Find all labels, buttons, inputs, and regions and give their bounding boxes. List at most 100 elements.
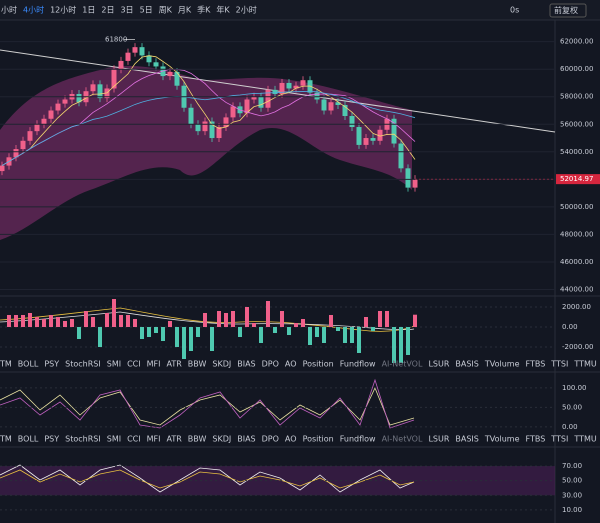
interval-button[interactable]: 2日	[101, 6, 114, 15]
indicator-tab[interactable]: PSY	[44, 360, 59, 369]
macd-bar	[371, 327, 375, 331]
indicator-tab[interactable]: DPO	[262, 360, 279, 369]
indicator-tab[interactable]: StochRSI	[65, 360, 101, 369]
indicator-tab[interactable]: MFI	[147, 435, 161, 444]
macd-bar	[322, 327, 326, 343]
indicator-tab[interactable]: PSY	[44, 435, 59, 444]
price-tick-label: 62000.00	[560, 38, 593, 46]
candle	[251, 96, 257, 100]
macd-bar	[231, 311, 235, 327]
indicator-tab[interactable]: SMI	[107, 435, 121, 444]
indicator-tab[interactable]: SKDJ	[212, 435, 231, 444]
macd-bar	[98, 327, 102, 347]
macd-bar	[406, 327, 410, 355]
indicator-tab[interactable]: Position	[303, 360, 334, 369]
indicator-tab[interactable]: TM	[0, 360, 12, 369]
candle	[132, 47, 138, 53]
price-tick-label: 44000.00	[560, 285, 593, 293]
indicator-tab[interactable]: SKDJ	[212, 360, 231, 369]
indicator-tab[interactable]: BOLL	[18, 360, 39, 369]
indicator-tab[interactable]: BOLL	[18, 435, 39, 444]
macd-bar	[84, 311, 88, 327]
indicator-tab[interactable]: StochRSI	[65, 435, 101, 444]
panel-tick-label: 50.00	[562, 403, 582, 411]
macd-bar	[140, 327, 144, 339]
indicator-tab[interactable]: TM	[0, 435, 12, 444]
macd-bar	[133, 319, 137, 327]
price-tick-label: 46000.00	[560, 258, 593, 266]
indicator-tab[interactable]: AI-NetVOL	[382, 435, 423, 444]
candle	[314, 92, 320, 100]
adjust-box[interactable]	[549, 3, 587, 18]
interval-button[interactable]: 4小时	[23, 5, 44, 15]
indicator-tab[interactable]: BASIS	[455, 360, 478, 369]
indicator-tab[interactable]: BIAS	[237, 360, 255, 369]
interval-button[interactable]: 1日	[82, 6, 95, 15]
adjust-label[interactable]: 前复权	[554, 5, 578, 15]
indicator-tab[interactable]: MFI	[147, 360, 161, 369]
high-annotation: 61800	[105, 35, 127, 43]
candle	[349, 116, 355, 128]
candle	[377, 129, 383, 141]
indicator-tab[interactable]: BBW	[188, 435, 207, 444]
macd-line	[0, 307, 415, 332]
candle	[412, 179, 418, 188]
candle	[167, 71, 173, 77]
indicator-tab[interactable]: AO	[285, 360, 297, 369]
interval-button[interactable]: 5日	[140, 6, 153, 15]
indicator-tab[interactable]: ATR	[166, 360, 182, 369]
interval-button[interactable]: 3日	[120, 6, 133, 15]
indicator-tab[interactable]: BBW	[188, 360, 207, 369]
indicator-tab[interactable]: CCI	[127, 360, 141, 369]
candle	[230, 106, 236, 118]
macd-bar	[63, 321, 67, 327]
interval-button[interactable]: 2小时	[236, 5, 257, 15]
macd-bar	[49, 315, 53, 327]
macd-bar	[224, 313, 228, 327]
indicator-tab[interactable]: TTMU	[573, 360, 597, 369]
interval-button[interactable]: 周K	[159, 6, 173, 15]
macd-bar	[147, 327, 151, 337]
indicator-tab[interactable]: TVolume	[484, 360, 520, 369]
panel-tick-label: 50.00	[562, 477, 582, 485]
indicator-tab[interactable]: AO	[285, 435, 297, 444]
osc-line-2	[0, 378, 415, 429]
macd-bar	[182, 327, 186, 359]
indicator-tab[interactable]: LSUR	[428, 435, 449, 444]
indicator-tab[interactable]: CCI	[127, 435, 141, 444]
indicator-tab[interactable]: Position	[303, 435, 334, 444]
indicator-tab[interactable]: AI-NetVOL	[382, 360, 423, 369]
refresh-label[interactable]: 0s	[510, 6, 519, 15]
indicator-tab[interactable]: TTMU	[573, 435, 597, 444]
toolbar	[0, 0, 600, 20]
indicator-tab[interactable]: DPO	[262, 435, 279, 444]
candle	[13, 149, 19, 158]
indicator-tab[interactable]: BIAS	[237, 435, 255, 444]
indicator-tab[interactable]: Fundflow	[340, 435, 376, 444]
interval-button[interactable]: 小时	[1, 5, 17, 15]
indicator-tab[interactable]: SMI	[107, 360, 121, 369]
macd-bar	[175, 327, 179, 347]
macd-bar	[189, 327, 193, 351]
candle	[104, 88, 110, 99]
indicator-tab[interactable]: Fundflow	[340, 360, 376, 369]
indicator-tab[interactable]: FTBS	[526, 360, 546, 369]
macd-bar	[203, 313, 207, 327]
indicator-tab[interactable]: FTBS	[526, 435, 546, 444]
interval-button[interactable]: 年K	[216, 5, 230, 15]
candle	[300, 80, 306, 86]
macd-bar	[280, 311, 284, 327]
indicator-tab[interactable]: TVolume	[484, 435, 520, 444]
indicator-tab[interactable]: TTSI	[550, 360, 568, 369]
candle	[55, 103, 61, 111]
interval-button[interactable]: 12小时	[50, 5, 76, 15]
indicator-tab[interactable]: TTSI	[550, 435, 568, 444]
candle	[223, 117, 229, 128]
indicator-tab[interactable]: ATR	[166, 435, 182, 444]
macd-bar	[315, 327, 319, 337]
interval-button[interactable]: 月K	[178, 6, 192, 15]
interval-button[interactable]: 季K	[197, 5, 211, 15]
indicator-tab[interactable]: BASIS	[455, 435, 478, 444]
indicator-tab[interactable]: LSUR	[428, 360, 449, 369]
